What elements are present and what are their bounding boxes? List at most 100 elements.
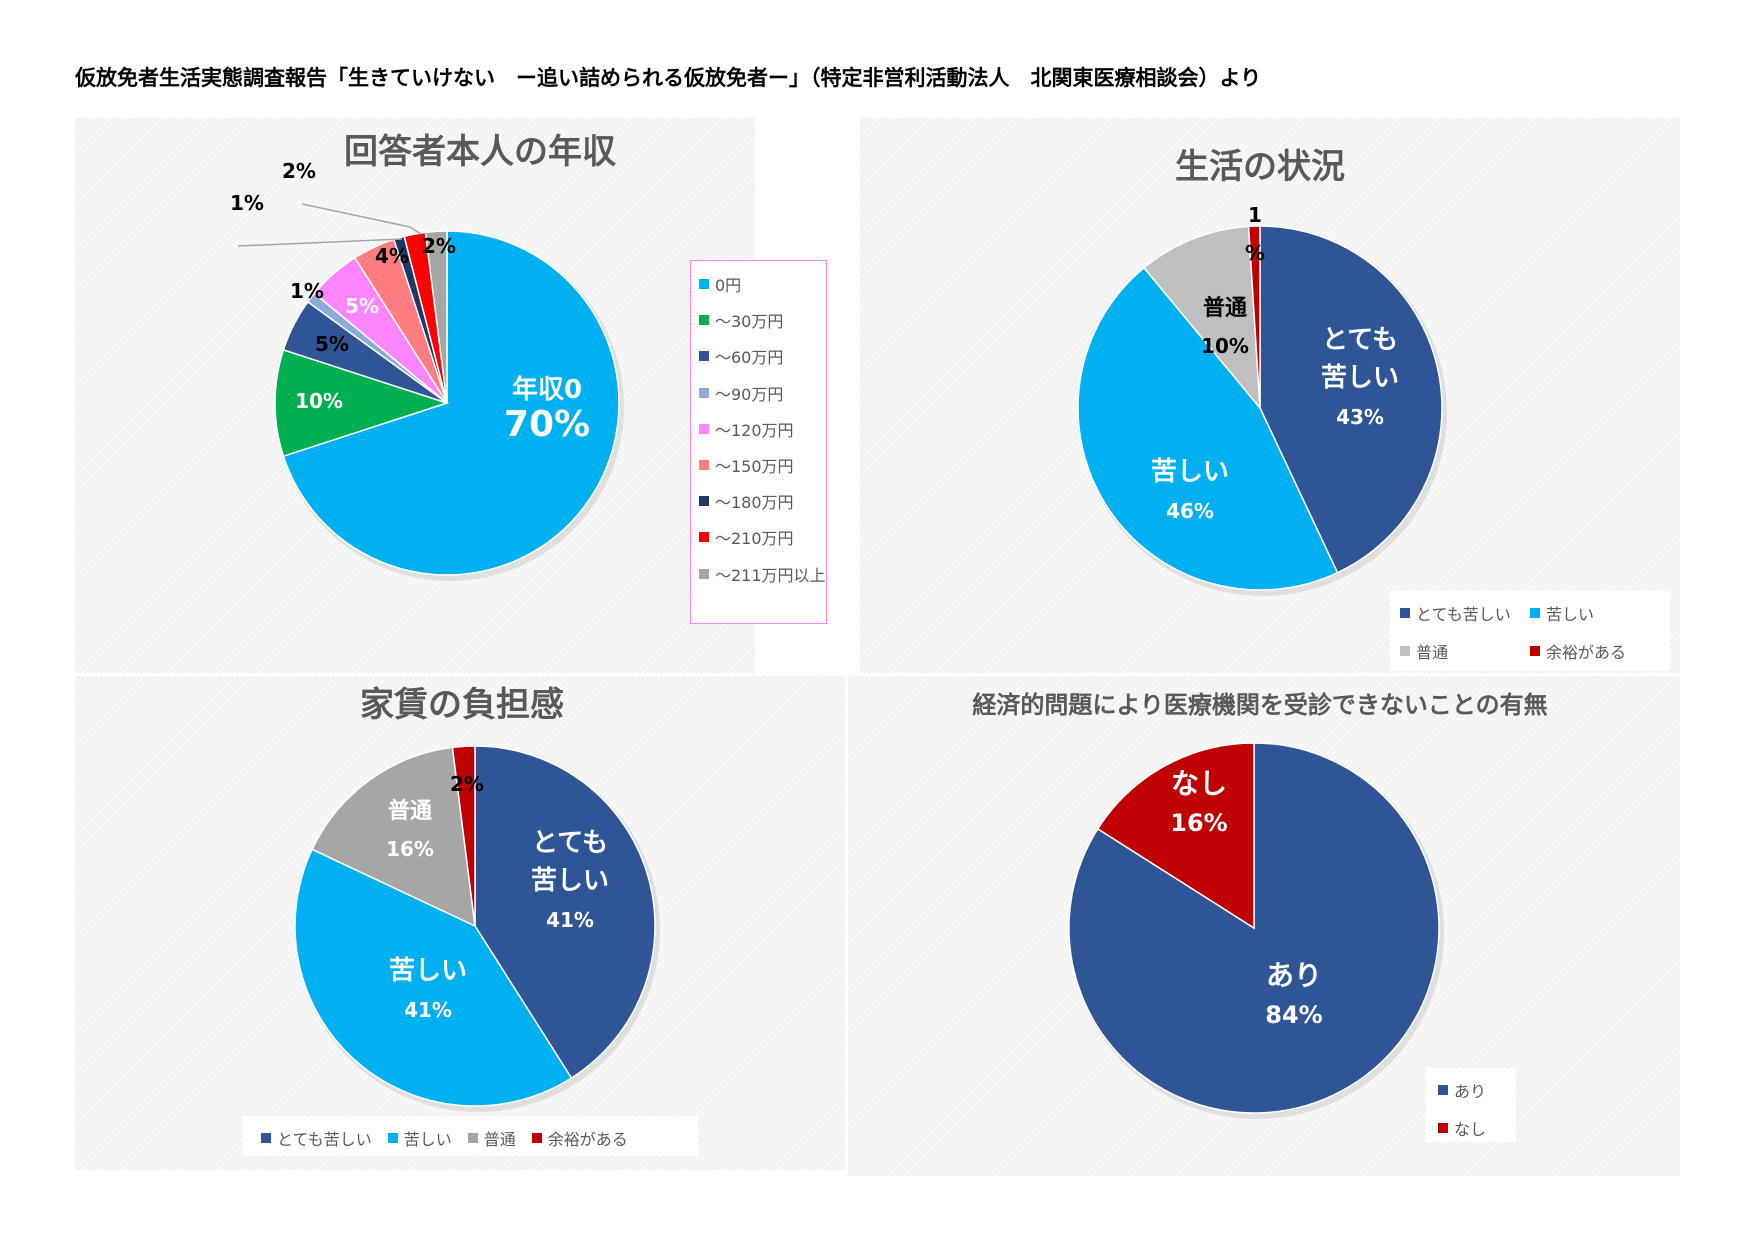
legend-swatch: [699, 496, 709, 507]
pie-slice-2: [294, 848, 573, 1107]
legend-item: 0円: [699, 266, 826, 302]
legend-label: 普通: [483, 1130, 516, 1149]
data-label: 1%: [230, 191, 264, 215]
data-label: なし 16%: [1170, 767, 1227, 837]
data-label: 2%: [282, 159, 316, 183]
data-label: 10%: [295, 389, 343, 413]
legend-item: なし: [1438, 1116, 1516, 1140]
pie-slice-4: [1247, 225, 1261, 409]
legend-item: 余裕がある: [1530, 639, 1660, 663]
legend-label: あり: [1454, 1082, 1487, 1101]
pie-slice-9: [424, 230, 448, 404]
legend-swatch: [699, 423, 709, 434]
legend-item: ～90万円: [699, 375, 826, 411]
data-label: あり 84%: [1265, 959, 1322, 1029]
pie-slice-1: [1259, 225, 1443, 574]
legend-swatch: [699, 568, 709, 579]
data-label: 苦しい 41%: [389, 956, 467, 1022]
legend-label: 余裕がある: [547, 1130, 628, 1149]
legend-item: 苦しい: [387, 1126, 452, 1150]
data-label: 5%: [345, 294, 379, 318]
leader-line: [237, 238, 403, 247]
legend-swatch: [1530, 608, 1540, 618]
legend-item: 苦しい: [1530, 601, 1660, 625]
chart-panel-living-situation: 生活の状況 とても苦しい 43% 苦しい 46% 普通 10% 1% とても苦しい 苦しい普通…: [860, 118, 1680, 673]
chart-title: 生活の状況: [1175, 147, 1345, 187]
page-title: 仮放免者生活実態調査報告「生きていけない ー追い詰められる仮放免者ー」（特定非営…: [75, 66, 1262, 90]
legend-swatch: [531, 1133, 542, 1143]
legend-item: ～30万円: [699, 302, 826, 338]
legend-item: とても苦しい: [1400, 601, 1530, 625]
pie-slice-2: [1096, 742, 1255, 930]
legend: とても苦しい 苦しい普通 余裕がある: [1390, 591, 1670, 671]
chart-title: 家賃の負担感: [360, 685, 564, 725]
legend: 0円 ～30万円 ～60万円 ～90万円 ～120万円 ～150万円 ～180万円 ～210万…: [690, 260, 827, 624]
legend-swatch: [1438, 1085, 1448, 1095]
pie-slice-3: [311, 746, 476, 928]
pie-slice-2: [1077, 266, 1339, 591]
legend-item: ～210万円: [699, 519, 826, 555]
legend-swatch: [1438, 1123, 1448, 1133]
legend: とても苦しい 苦しい 普通 余裕がある: [243, 1116, 698, 1156]
chart-panel-annual-income: 回答者本人の年収 年収0 70% 10% 5% 1% 5% 4% 1% 2% 2% 0円 ～30万円…: [75, 118, 827, 673]
data-label: 1%: [290, 279, 324, 303]
legend-item: 余裕がある: [531, 1126, 628, 1150]
legend-label: とても苦しい: [277, 1130, 372, 1149]
legend-item: ～211万円以上: [699, 556, 826, 592]
legend-label: 苦しい: [403, 1130, 452, 1149]
legend-swatch: [699, 532, 709, 543]
leader-line: [409, 226, 422, 235]
legend-label: 0円: [715, 276, 742, 296]
chart-rent-burden: 家賃の負担感 とても苦しい 41% 苦しい 41% 普通 16% 2%: [294, 685, 660, 1112]
legend-swatch: [467, 1133, 478, 1143]
data-label: 普通 10%: [1201, 295, 1249, 358]
legend-label: 普通: [1416, 643, 1449, 662]
legend-swatch: [261, 1133, 271, 1143]
chart-annual-income: 回答者本人の年収 年収0 70% 10% 5% 1% 5% 4% 1% 2% 2%: [230, 132, 624, 581]
legend-label: ～30万円: [715, 312, 784, 332]
data-label: 2%: [422, 234, 456, 258]
pie-slice-4: [451, 745, 476, 927]
data-label: 5%: [315, 332, 349, 356]
legend-swatch: [1400, 608, 1410, 618]
legend-item: あり: [1438, 1078, 1516, 1102]
data-label: 1%: [1245, 203, 1265, 265]
data-label: 2%: [450, 772, 484, 796]
legend-swatch: [699, 460, 709, 471]
chart-title: 経済的問題により医療機関を受診できないことの有無: [972, 691, 1547, 719]
legend: ありなし: [1426, 1068, 1516, 1142]
pie-slice-1: [474, 745, 656, 1080]
legend-label: ～211万円以上: [715, 565, 826, 585]
legend-label: ～180万円: [715, 493, 794, 513]
legend-swatch: [699, 351, 709, 362]
legend-swatch: [387, 1133, 398, 1143]
chart-panel-medical-access: 経済的問題により医療機関を受診できないことの有無 あり 84% なし 16% ありなし: [848, 676, 1680, 1176]
legend-label: ～90万円: [715, 384, 784, 404]
legend-item: ～150万円: [699, 447, 826, 483]
data-label: 4%: [375, 244, 409, 268]
data-label: とても苦しい 43%: [1321, 325, 1399, 429]
data-label: 苦しい 46%: [1151, 457, 1229, 523]
legend-swatch: [1400, 646, 1410, 656]
legend-label: ～60万円: [715, 348, 784, 368]
pie-slice-2: [274, 348, 450, 458]
legend-item: とても苦しい: [261, 1126, 372, 1150]
chart-title: 回答者本人の年収: [344, 132, 616, 172]
legend-label: 余裕がある: [1546, 643, 1627, 662]
data-label: 年収0 70%: [504, 374, 590, 445]
pie-slice-3: [1142, 225, 1261, 411]
data-label: とても苦しい 41%: [531, 828, 609, 932]
chart-medical-access: 経済的問題により医療機関を受診できないことの有無 あり 84% なし 16%: [972, 691, 1548, 1119]
legend-swatch: [1530, 646, 1540, 656]
pie-slice-1: [282, 230, 620, 576]
legend-swatch: [699, 387, 709, 398]
data-label: 普通 16%: [386, 798, 434, 861]
legend-label: ～120万円: [715, 420, 794, 440]
leader-line: [301, 203, 411, 228]
legend-item: 普通: [1400, 639, 1530, 663]
legend-label: 苦しい: [1546, 605, 1595, 624]
legend-swatch: [699, 315, 709, 326]
legend-item: 普通: [467, 1126, 516, 1150]
legend-label: ～210万円: [715, 529, 794, 549]
legend-swatch: [699, 279, 709, 290]
